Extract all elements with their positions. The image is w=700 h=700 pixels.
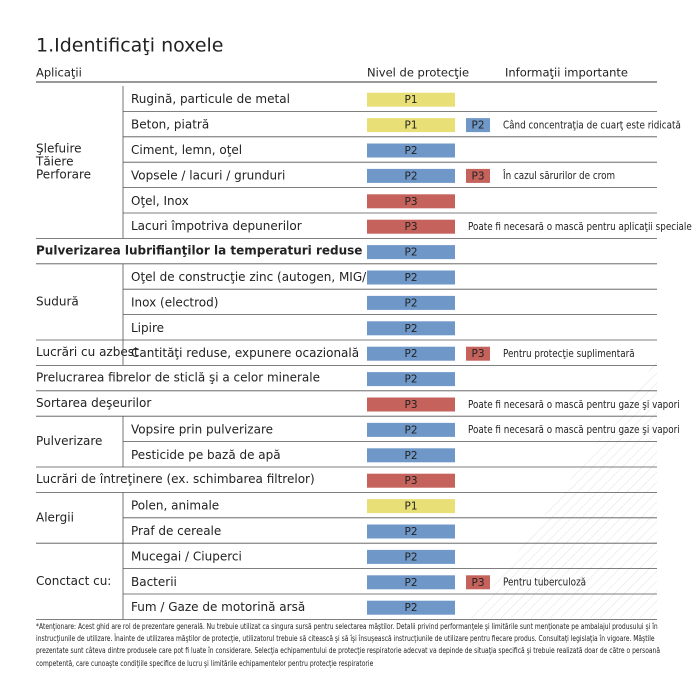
application: Tăiere [35, 155, 73, 169]
level-label: P2 [404, 323, 417, 335]
level-box [367, 448, 455, 463]
level-box [367, 397, 455, 412]
level-box [367, 143, 455, 158]
level-box [367, 270, 455, 285]
level-box [367, 372, 455, 387]
task: Oţel de construcţie zinc (autogen, MIG/M… [131, 270, 393, 284]
level-box [367, 499, 455, 514]
level-label: P3 [404, 475, 417, 487]
task: Vopsele / lacuri / grunduri [131, 168, 285, 182]
header: Aplicaţii [36, 66, 82, 80]
level-box [466, 346, 490, 361]
level-box [367, 346, 455, 361]
task: Cantităţi reduse, expunere ocazională [131, 346, 359, 360]
level-box [367, 219, 455, 234]
task: Ciment, lemn, oţel [131, 143, 242, 157]
hatch-decoration [470, 360, 657, 618]
level-label: P2 [404, 424, 417, 436]
task: Vopsire prin pulverizare [131, 422, 273, 436]
application: Şlefuire [36, 142, 82, 156]
level-label: P3 [471, 170, 484, 182]
title: 1.Identificaţi noxele [36, 35, 223, 57]
application: Sudură [36, 294, 79, 308]
level-label: P2 [404, 577, 417, 589]
level-box [367, 549, 455, 564]
level-box [466, 575, 490, 590]
level-box [466, 118, 490, 133]
application: Lucrări cu azbest [36, 345, 139, 359]
level-box [367, 575, 455, 590]
level-box [367, 321, 455, 336]
level-box [367, 118, 455, 133]
level-label: P1 [404, 120, 417, 132]
level-label: P2 [404, 297, 417, 309]
level-label: P2 [404, 272, 417, 284]
level-label: P2 [404, 374, 417, 386]
task: Lipire [131, 321, 164, 335]
level-label: P2 [404, 348, 417, 360]
level-label: P2 [404, 551, 417, 563]
level-label: P3 [471, 577, 484, 589]
application: Lucrări de întreţinere (ex. schimbarea f… [36, 472, 315, 486]
task: Lacuri împotriva depunerilor [131, 219, 302, 233]
task: Beton, piatră [131, 118, 209, 132]
level-label: P3 [471, 348, 484, 360]
task: Inox (electrod) [131, 295, 218, 309]
task: Oţel, Inox [131, 194, 189, 208]
level-box [367, 245, 455, 260]
application: Sortarea deşeurilor [36, 396, 151, 410]
application: Conctact cu: [36, 574, 111, 588]
level-label: P2 [404, 170, 417, 182]
info: Când concentraţia de cuarţ este ridicată [503, 118, 681, 131]
application: Perforare [36, 168, 91, 182]
info: Poate fi necesară o mască pentru aplicaţ… [468, 221, 692, 233]
level-label: P3 [404, 196, 417, 208]
application: Pulverizare [36, 434, 102, 448]
task: Polen, animale [131, 499, 219, 513]
level-box [367, 473, 455, 488]
info: În cazul sărurilor de crom [502, 168, 615, 182]
level-label: P2 [404, 526, 417, 538]
info: Poate fi necesară o mască pentru gaze şi… [468, 424, 680, 436]
level-label: P2 [471, 120, 484, 132]
level-box [367, 600, 455, 615]
level-box [367, 168, 455, 183]
level-label: P2 [404, 450, 417, 462]
application: Alergii [36, 510, 74, 524]
level-box [367, 524, 455, 539]
task: Fum / Gaze de motorină arsă [131, 600, 305, 614]
level-label: P2 [404, 145, 417, 157]
level-label: P1 [404, 501, 417, 513]
application: Pulverizarea lubrifianţilor la temperatu… [36, 244, 362, 258]
header: Nivel de protecţie [367, 66, 469, 80]
application: Prelucrarea fibrelor de sticlă şi a celo… [36, 371, 320, 385]
info: Pentru protecţie suplimentară [503, 348, 635, 360]
task: Mucegai / Ciuperci [131, 549, 242, 563]
task: Bacterii [131, 575, 177, 589]
level-box [367, 422, 455, 437]
level-label: P3 [404, 221, 417, 233]
level-box [367, 92, 455, 107]
info: Poate fi necesară o mască pentru gaze şi… [468, 399, 680, 411]
info: Pentru tuberculoză [503, 577, 586, 589]
level-box [367, 194, 455, 209]
task: Rugină, particule de metal [131, 92, 290, 106]
task: Pesticide pe bază de apă [131, 448, 281, 462]
level-label: P2 [404, 602, 417, 614]
task: Praf de cereale [131, 524, 221, 538]
level-box [367, 295, 455, 310]
level-box [466, 168, 490, 183]
level-label: P2 [404, 247, 417, 259]
footnote: *Atenţionare: Acest ghid are rol de prez… [36, 622, 661, 668]
level-label: P1 [404, 94, 417, 106]
header: Informaţii importante [505, 66, 628, 80]
level-label: P3 [404, 399, 417, 411]
